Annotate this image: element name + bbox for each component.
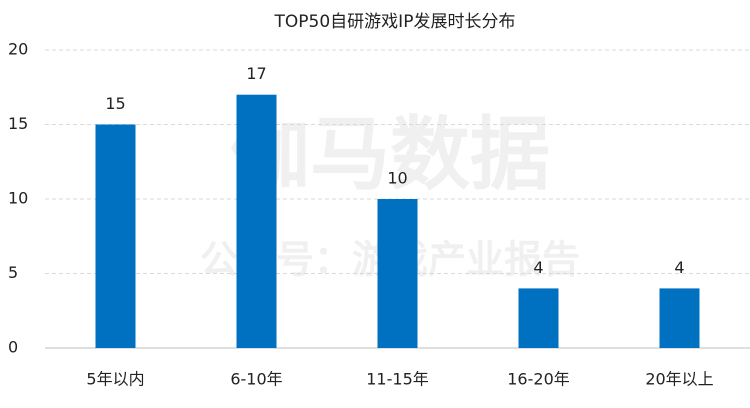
x-tick-label: 5年以内 (86, 370, 144, 389)
bar (518, 288, 559, 348)
y-tick-label: 5 (8, 263, 18, 282)
x-tick-label: 11-15年 (366, 370, 429, 389)
bar (236, 94, 277, 348)
y-tick-label: 0 (8, 338, 18, 357)
data-label: 4 (674, 258, 684, 277)
y-tick-label: 10 (8, 189, 28, 208)
bar (95, 124, 136, 348)
data-label: 10 (387, 169, 407, 188)
data-label: 15 (105, 94, 125, 113)
data-label: 17 (246, 64, 266, 83)
watermark: 伽马数据 (230, 108, 550, 201)
bar (377, 199, 418, 348)
x-tick-label: 20年以上 (645, 370, 713, 389)
data-label: 4 (533, 258, 543, 277)
bar (659, 288, 700, 348)
y-tick-label: 20 (8, 40, 28, 59)
chart-title: TOP50自研游戏IP发展时长分布 (274, 12, 516, 32)
y-tick-label: 15 (8, 114, 28, 133)
x-tick-label: 6-10年 (230, 370, 282, 389)
x-tick-label: 16-20年 (507, 370, 570, 389)
